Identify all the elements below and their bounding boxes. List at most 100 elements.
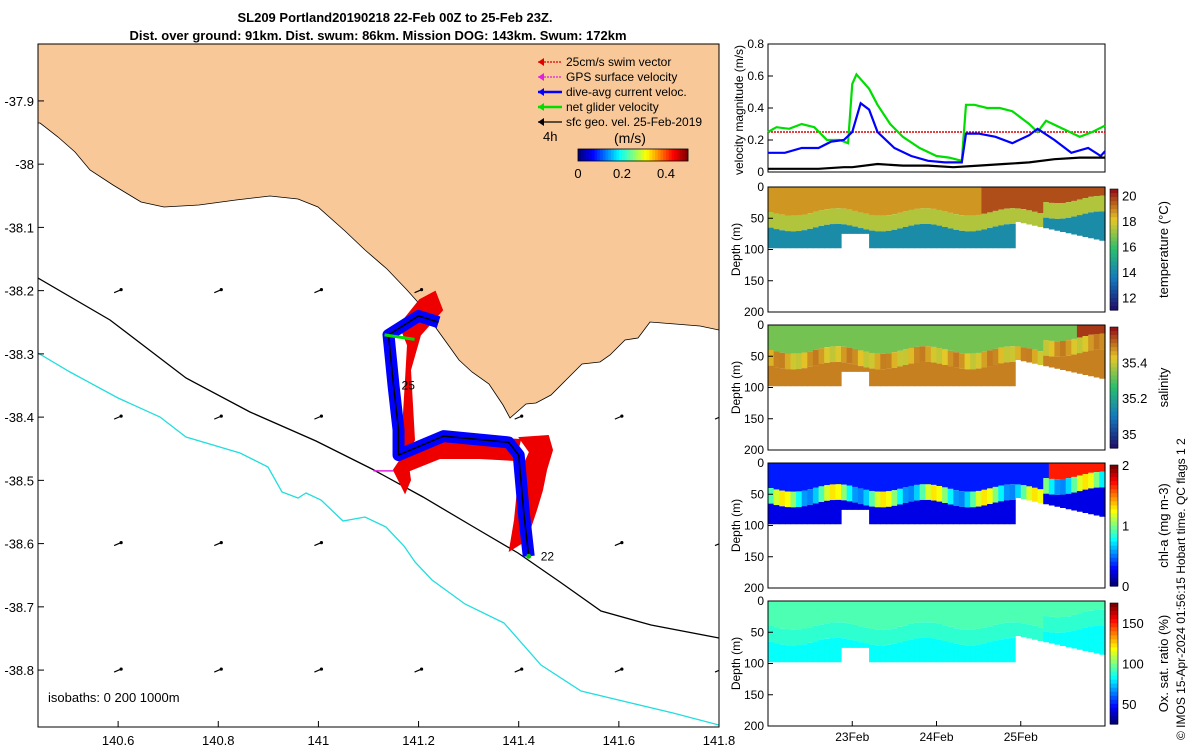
legend-label: GPS surface velocity (566, 70, 677, 84)
section-colorbar-cell (1110, 379, 1118, 385)
section-colorbar-cell (1110, 711, 1118, 717)
section-colorbar-cell (1110, 335, 1118, 340)
map-colorbar-cell (608, 149, 612, 161)
section-cell (975, 368, 983, 387)
section-cell (891, 505, 898, 525)
section-colorbar-cell (1110, 423, 1118, 429)
section-cell (768, 227, 775, 249)
section-cell (835, 601, 842, 623)
section-cell (768, 488, 775, 504)
section-panel: 0 50 100 150 200 Depth (m) 35 35.2 35.4 salinity (729, 318, 1171, 457)
section-cell (981, 643, 988, 663)
section-cell (801, 187, 808, 215)
section-cell (1026, 601, 1033, 625)
section-cell (987, 366, 994, 387)
section-cell (807, 228, 814, 249)
section-cell (846, 325, 853, 348)
section-cell (768, 463, 775, 488)
section-cell (947, 366, 954, 387)
section-cell (852, 624, 859, 641)
section-cell (779, 601, 786, 629)
section-cell (812, 187, 820, 212)
section-cell (953, 601, 960, 629)
section-colorbar-cell (1110, 327, 1118, 332)
current-vector-head (319, 414, 324, 418)
section-cell (992, 364, 999, 387)
glider-track (387, 315, 530, 557)
section-cell (970, 629, 977, 646)
section-cell (863, 351, 870, 368)
section-cell (1003, 208, 1011, 225)
section-cell (790, 645, 797, 663)
section-cell (846, 485, 853, 502)
section-cell (1054, 463, 1061, 480)
section-y-tick-label: 0 (757, 594, 764, 608)
section-cell (1071, 354, 1078, 373)
section-cell (1003, 187, 1011, 209)
section-cell (919, 601, 926, 623)
section-colorbar-cell (1110, 289, 1118, 295)
section-cell (998, 639, 1005, 663)
section-cell (1065, 340, 1072, 356)
section-cell (1071, 463, 1078, 477)
section-y-tick-label: 200 (744, 719, 764, 733)
section-colorbar-cell (1110, 201, 1118, 206)
section-colorbar-cell (1110, 395, 1118, 401)
section-y-label: Depth (m) (729, 637, 743, 690)
section-cell (964, 507, 971, 525)
section-cell (1076, 475, 1084, 492)
section-cell (807, 601, 814, 628)
time-tick-label: 25Feb (1004, 730, 1038, 744)
section-cell (768, 503, 775, 525)
section-colorbar-tick: 12 (1122, 290, 1136, 305)
section-cell (897, 626, 904, 643)
section-cell (1082, 601, 1089, 613)
section-cell (1060, 325, 1067, 341)
section-cell (947, 504, 954, 525)
section-cell (1003, 325, 1011, 347)
section-cell (885, 601, 893, 630)
section-cell (1088, 472, 1095, 489)
section-cell (773, 505, 780, 525)
section-cell (852, 486, 859, 503)
map-colorbar-cell (605, 149, 609, 161)
section-cell (914, 346, 921, 363)
section-cell (863, 601, 870, 628)
time-tick-label: 23Feb (835, 730, 869, 744)
section-cell (975, 214, 983, 231)
section-cell (987, 228, 994, 249)
section-colorbar-cell (1110, 497, 1118, 502)
current-vector-head (520, 667, 524, 671)
section-cell (897, 504, 904, 525)
section-cell (773, 213, 780, 230)
map-x-tick-label: 140.8 (202, 733, 235, 748)
section-cell (981, 505, 988, 525)
section-cell (953, 628, 960, 644)
section-cell (1048, 202, 1056, 219)
section-cell (942, 641, 949, 663)
section-cell (835, 325, 842, 347)
section-cell (835, 484, 842, 500)
map-y-tick-label: -37.9 (4, 94, 34, 109)
section-cell (869, 628, 876, 645)
section-colorbar-cell (1110, 371, 1118, 376)
section-cell (992, 486, 999, 503)
map-colorbar-cell (580, 149, 584, 161)
map-colorbar-cell (583, 149, 587, 161)
section-cell (863, 643, 870, 648)
section-cell (1099, 487, 1106, 517)
section-cell (897, 228, 904, 249)
section-colorbar-cell (1110, 623, 1118, 628)
section-cell (936, 325, 943, 348)
section-colorbar-cell (1110, 439, 1118, 445)
section-cell (801, 490, 808, 507)
section-cell (1048, 478, 1056, 495)
section-colorbar-tick: 50 (1122, 697, 1136, 712)
section-cell (1037, 489, 1044, 503)
map-colorbar-cell (589, 149, 592, 161)
section-cell (1026, 325, 1033, 349)
current-vector-head (119, 288, 123, 292)
map-colorbar-cell (671, 149, 675, 161)
map-colorbar-cell (666, 149, 669, 161)
